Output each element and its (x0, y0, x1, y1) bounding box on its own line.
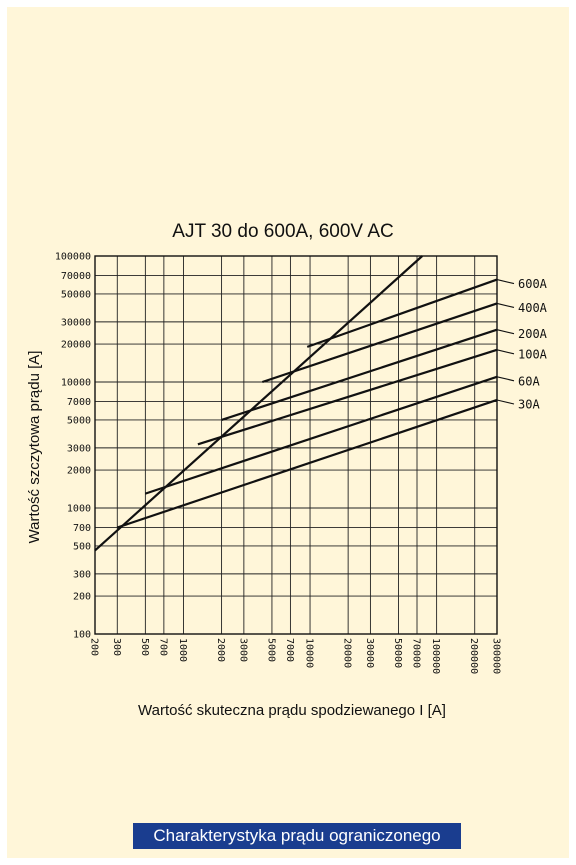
y-tick-label: 10000 (61, 378, 91, 389)
y-tick-labels: 100000 70000 50000 30000 20000 10000 7000 5000 3… (55, 252, 91, 641)
y-tick-label: 100 (73, 630, 91, 641)
x-tick-label: 500 (139, 638, 150, 656)
caption-banner: Charakterystyka prądu ograniczonego (133, 823, 461, 849)
series-leader-60A (496, 376, 515, 382)
series-line-60A (145, 375, 498, 495)
x-tick-label: 300000 (491, 638, 502, 674)
series-leader-30A (496, 399, 515, 405)
x-tick-label: 100000 (430, 638, 441, 674)
y-tick-label: 20000 (61, 340, 91, 351)
series-leader-400A (496, 302, 515, 309)
x-tick-labels: 200 300 500 700 1000 2000 3000 5000 7000 10000 200… (89, 638, 502, 674)
chart-title: AJT 30 do 600A, 600V AC (172, 221, 393, 242)
series-label-600A: 600A (518, 277, 548, 291)
series-line-600A (306, 278, 498, 348)
y-tick-label: 200 (73, 592, 91, 603)
x-tick-label: 70000 (411, 638, 422, 668)
y-tick-label: 7000 (67, 397, 91, 408)
y-tick-label: 50000 (61, 289, 91, 300)
x-tick-label: 1000 (177, 638, 188, 662)
y-axis-label: Wartość szczytowa prądu [A] (26, 351, 43, 544)
x-tick-label: 5000 (265, 638, 276, 662)
y-tick-label: 500 (73, 541, 91, 552)
x-tick-label: 700 (157, 638, 168, 656)
y-tick-label: 300 (73, 569, 91, 580)
series-leader-600A (496, 279, 515, 285)
x-tick-label: 30000 (364, 638, 375, 668)
series-label-30A: 30A (518, 397, 540, 411)
series-line-400A (262, 302, 498, 384)
x-tick-label: 200 (89, 638, 100, 656)
x-tick-label: 200000 (468, 638, 479, 674)
y-tick-label: 2000 (67, 466, 91, 477)
series-label-100A: 100A (518, 347, 548, 361)
x-axis-label: Wartość skuteczna prądu spodziewanego I … (138, 702, 446, 719)
series-leader-200A (496, 329, 515, 335)
series-leader-100A (496, 349, 515, 355)
y-tick-label: 70000 (61, 271, 91, 282)
series-line-200A (221, 328, 498, 421)
series-line-100A (197, 348, 498, 446)
series-label-60A: 60A (518, 374, 540, 388)
grid (94, 255, 498, 635)
series-label-200A: 200A (518, 327, 548, 341)
series-label-400A: 400A (518, 301, 548, 315)
chart-panel: AJT 30 do 600A, 600V AC Wartość szczytow… (7, 7, 569, 858)
x-tick-label: 2000 (215, 638, 226, 662)
x-tick-label: 50000 (392, 638, 403, 668)
series-line-30A (116, 398, 498, 529)
series-labels: 600A 400A 200A 100A 60A 30A (496, 277, 548, 411)
series-lines (94, 255, 498, 552)
chart: AJT 30 do 600A, 600V AC Wartość szczytow… (26, 221, 548, 719)
y-tick-label: 3000 (67, 443, 91, 454)
plot-frame (94, 255, 498, 635)
x-tick-label: 20000 (342, 638, 353, 668)
x-tick-label: 7000 (284, 638, 295, 662)
x-tick-label: 300 (111, 638, 122, 656)
x-tick-label: 3000 (237, 638, 248, 662)
y-tick-label: 30000 (61, 317, 91, 328)
y-tick-label: 1000 (67, 504, 91, 515)
x-tick-label: 10000 (304, 638, 315, 668)
y-tick-label: 100000 (55, 252, 91, 263)
y-tick-label: 5000 (67, 415, 91, 426)
reference-line (94, 255, 423, 552)
y-tick-label: 700 (73, 523, 91, 534)
